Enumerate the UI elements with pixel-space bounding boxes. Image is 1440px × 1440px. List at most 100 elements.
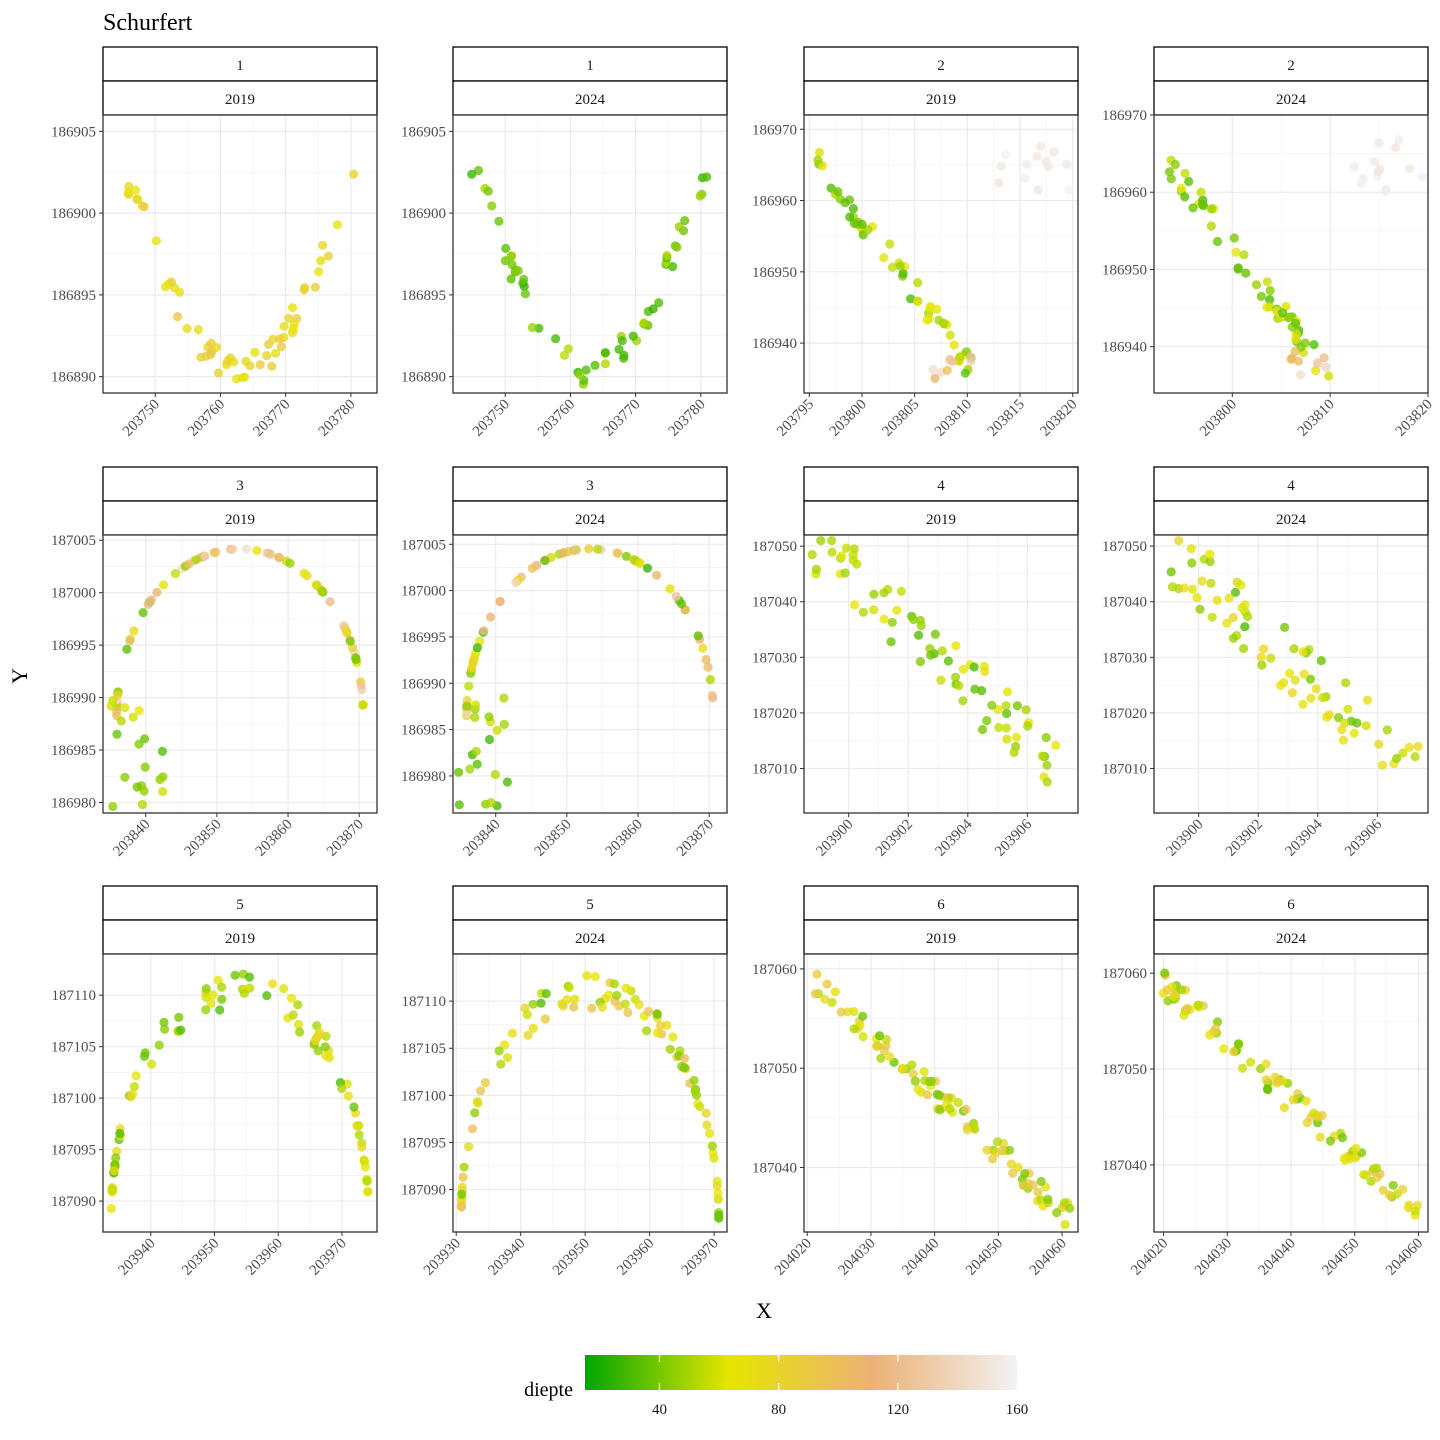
data-point [1384, 1190, 1395, 1200]
facet-panel: 6 2019 204020 204030 204040 204050 204060 18704… [752, 885, 1079, 1279]
data-point [486, 798, 496, 808]
data-point [551, 334, 561, 344]
y-tick-label: 187050 [1102, 539, 1147, 555]
legend-tick-label: 40 [652, 1402, 667, 1418]
data-point [705, 1128, 715, 1139]
data-point [1008, 1168, 1018, 1178]
data-point [459, 1162, 469, 1172]
facet-panel: 4 2024 203900 203902 203904 203906 187010 18702… [1102, 466, 1429, 860]
data-point [1337, 1133, 1347, 1143]
data-point [962, 1125, 973, 1135]
panel-border [452, 114, 728, 394]
y-tick-label: 186940 [1102, 340, 1147, 356]
y-tick-label: 187030 [752, 650, 797, 666]
data-point [1361, 721, 1371, 731]
data-point [1301, 1096, 1311, 1106]
data-point [947, 356, 957, 366]
data-point [628, 331, 638, 341]
strip-schurf-label: 2 [1287, 58, 1295, 74]
data-point [1266, 653, 1276, 663]
data-point [215, 1005, 225, 1015]
data-point [703, 662, 713, 672]
data-point [271, 348, 281, 358]
data-point [1352, 718, 1362, 728]
x-tick-label: 204050 [963, 1236, 1006, 1279]
data-point [820, 994, 830, 1004]
data-point [217, 982, 227, 992]
strip-jaar [452, 919, 728, 955]
facet-panel: 3 2019 203840 203850 203860 203870 186980 18698… [51, 466, 378, 860]
data-point [138, 608, 148, 618]
data-point [174, 1012, 184, 1023]
data-point [467, 1124, 478, 1134]
data-point [1001, 150, 1011, 160]
data-point [196, 352, 206, 362]
data-point [471, 746, 481, 756]
data-point [1033, 185, 1043, 195]
data-point [955, 352, 965, 362]
data-point [1228, 612, 1238, 623]
data-point [502, 777, 512, 787]
data-point [620, 999, 630, 1009]
data-point [143, 599, 153, 610]
data-point [1020, 1169, 1030, 1179]
data-point [112, 729, 122, 739]
data-point [527, 563, 537, 573]
y-tick-label: 186940 [752, 336, 797, 352]
data-point [128, 712, 138, 722]
data-point [267, 361, 277, 371]
data-point [1176, 183, 1186, 193]
data-point [937, 646, 947, 656]
x-tick-label: 203850 [532, 817, 575, 860]
x-tick-label: 203930 [421, 1236, 464, 1279]
data-point [275, 334, 285, 344]
data-point [456, 1201, 466, 1211]
y-tick-label: 186980 [51, 796, 96, 812]
data-point [827, 536, 837, 546]
data-point [575, 370, 585, 380]
data-point [1196, 187, 1206, 197]
strip-schurf-label: 4 [1287, 478, 1295, 494]
data-point [1279, 1103, 1289, 1113]
data-point [357, 1142, 367, 1152]
data-point [879, 588, 889, 598]
data-point [139, 786, 149, 796]
data-point [928, 364, 938, 375]
facet-panel: 1 2024 203750 203760 203770 203780 186890 18689… [401, 46, 728, 440]
data-point [486, 612, 496, 622]
panel-border [1153, 534, 1429, 814]
data-point [1042, 777, 1052, 787]
data-point [896, 586, 907, 596]
data-point [852, 559, 862, 569]
strip-schurf-label: 5 [236, 897, 244, 913]
data-point [887, 617, 897, 628]
data-point [122, 644, 132, 654]
x-tick-label: 203900 [1163, 817, 1206, 860]
data-point [869, 605, 879, 615]
strip-jaar-label: 2019 [225, 512, 255, 528]
data-point [1261, 1075, 1271, 1085]
data-point [1222, 618, 1232, 628]
strip-jaar-label: 2019 [926, 92, 956, 108]
panel-background [103, 954, 377, 1232]
data-point [712, 1181, 722, 1191]
strip-schurf [1153, 46, 1429, 82]
data-point [1232, 577, 1242, 587]
data-point [140, 762, 150, 772]
data-point [147, 1059, 157, 1069]
data-point [184, 559, 194, 569]
data-point [241, 544, 251, 554]
data-point [910, 1076, 920, 1086]
facet-panel: 4 2019 203900 203902 203904 203906 187010 18702… [752, 466, 1079, 860]
data-point [898, 269, 908, 279]
strip-schurf-label: 2 [937, 58, 945, 74]
data-point [483, 186, 493, 196]
data-point [680, 216, 690, 226]
data-point [106, 1203, 116, 1214]
facet-panel: 6 2024 204020 204030 204040 204050 204060 18704… [1102, 885, 1429, 1279]
data-point [623, 1007, 633, 1018]
data-point [1262, 302, 1272, 312]
data-point [672, 242, 682, 252]
data-point [1313, 1112, 1323, 1122]
data-point [1182, 1003, 1192, 1014]
